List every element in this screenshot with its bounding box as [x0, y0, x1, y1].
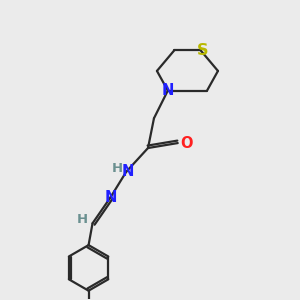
- Text: N: N: [122, 164, 134, 179]
- Text: O: O: [180, 136, 193, 151]
- Text: H: H: [112, 162, 123, 175]
- Text: N: N: [162, 83, 174, 98]
- Text: S: S: [197, 43, 208, 58]
- Text: N: N: [104, 190, 117, 205]
- Text: H: H: [77, 213, 88, 226]
